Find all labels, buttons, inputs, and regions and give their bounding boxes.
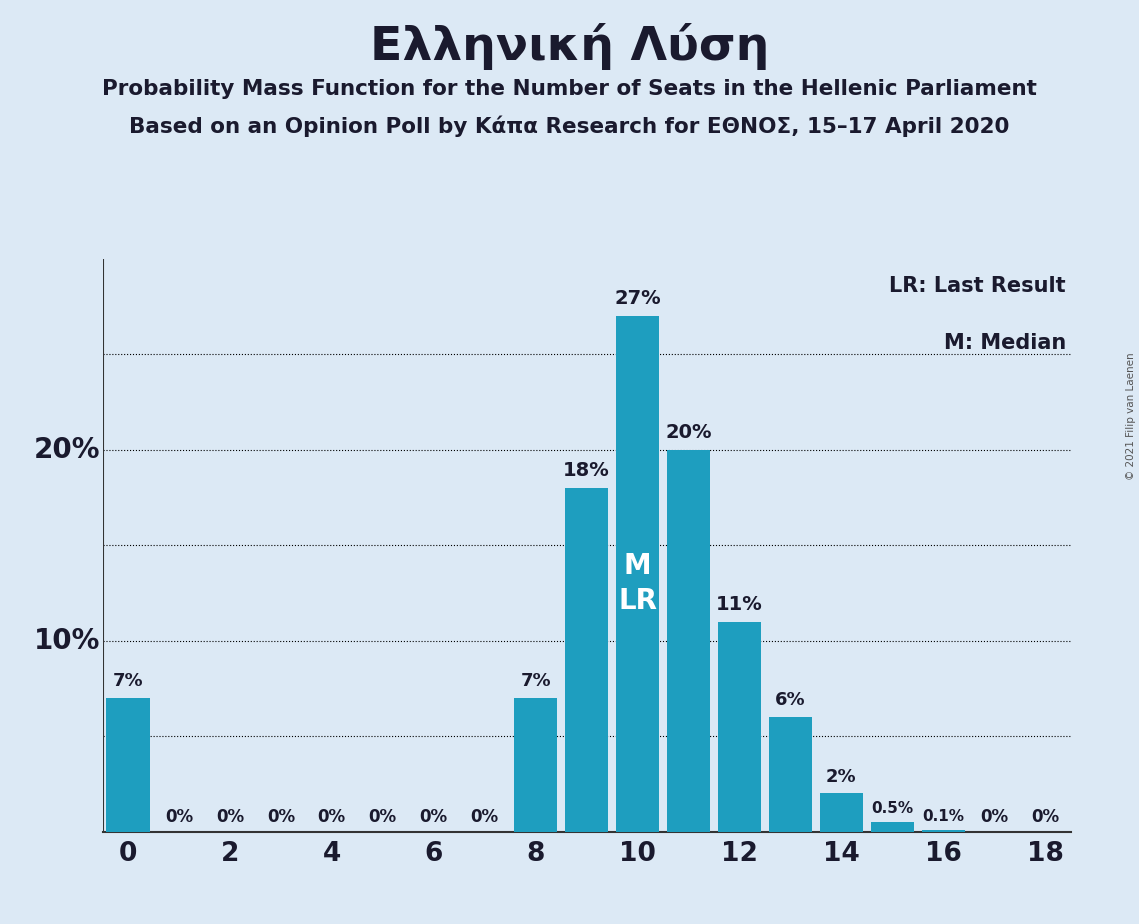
Text: 20%: 20% [33,436,100,464]
Text: Probability Mass Function for the Number of Seats in the Hellenic Parliament: Probability Mass Function for the Number… [103,79,1036,99]
Text: 0%: 0% [215,808,244,826]
Text: M
LR: M LR [618,552,657,614]
Bar [666,450,710,832]
Text: 11%: 11% [716,595,763,614]
Text: 27%: 27% [614,289,661,309]
Bar [514,698,557,832]
Text: 0%: 0% [981,808,1008,826]
Text: © 2021 Filip van Laenen: © 2021 Filip van Laenen [1126,352,1136,480]
Text: 0%: 0% [1031,808,1059,826]
Text: 0%: 0% [470,808,499,826]
Text: 0.5%: 0.5% [871,801,913,816]
Text: Based on an Opinion Poll by Κάπα Research for ΕΘΝΟΣ, 15–17 April 2020: Based on an Opinion Poll by Κάπα Researc… [130,116,1009,137]
Text: M: Median: M: Median [943,334,1066,353]
Text: 20%: 20% [665,423,712,442]
Bar [106,698,149,832]
Bar [769,717,812,832]
Bar [616,316,659,832]
Bar [718,622,761,832]
Text: 0.1%: 0.1% [923,808,965,824]
Bar [565,488,608,832]
Text: 0%: 0% [369,808,396,826]
Text: 0%: 0% [419,808,448,826]
Bar [820,794,863,832]
Text: 6%: 6% [776,691,805,710]
Text: 18%: 18% [563,461,611,480]
Text: Ελληνική Λύση: Ελληνική Λύση [370,23,769,70]
Bar [921,830,965,832]
Text: LR: Last Result: LR: Last Result [890,276,1066,296]
Text: 10%: 10% [33,626,100,654]
Text: 0%: 0% [165,808,192,826]
Text: 7%: 7% [521,673,551,690]
Bar [870,822,913,832]
Text: 7%: 7% [113,673,144,690]
Text: 0%: 0% [318,808,346,826]
Text: 2%: 2% [826,768,857,785]
Text: 0%: 0% [267,808,295,826]
